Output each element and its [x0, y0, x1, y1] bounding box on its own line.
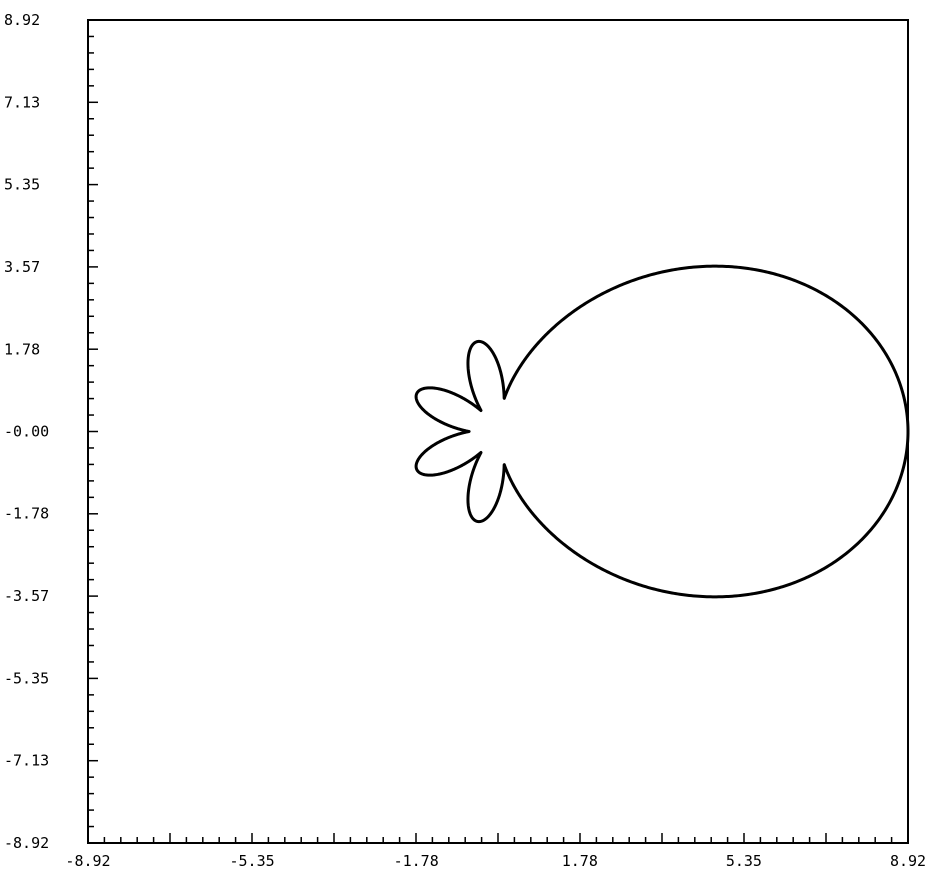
x-tick-label: 1.78	[562, 852, 598, 870]
y-tick-label: 3.57	[4, 258, 40, 276]
y-tick-label: -1.78	[4, 505, 49, 523]
x-tick-label: 5.35	[726, 852, 762, 870]
x-tick-label: 8.92	[890, 852, 926, 870]
y-tick-label: -0.00	[4, 423, 49, 441]
plot-frame	[87, 19, 909, 844]
x-tick-label: -5.35	[230, 852, 275, 870]
x-tick-labels: -8.92 -5.35 -1.78 1.78 5.35 8.92	[65, 852, 926, 870]
y-tick-label: 8.92	[4, 11, 40, 29]
radiation-pattern-curve	[414, 264, 910, 599]
y-tick-label: 1.78	[4, 340, 40, 358]
y-tick-label: -3.57	[4, 587, 49, 605]
x-tick-label: -1.78	[394, 852, 439, 870]
y-tick-label: -8.92	[4, 834, 49, 852]
y-tick-label: -5.35	[4, 669, 49, 687]
y-tick-labels: 8.92 7.13 5.35 3.57 1.78 -0.00 -1.78 -3.57 -5.35…	[4, 11, 49, 852]
y-tick-label: 7.13	[4, 94, 40, 112]
x-tick-label: -8.92	[65, 852, 110, 870]
y-tick-label: -7.13	[4, 751, 49, 769]
y-tick-label: 5.35	[4, 176, 40, 194]
axis-ticks	[87, 19, 909, 844]
